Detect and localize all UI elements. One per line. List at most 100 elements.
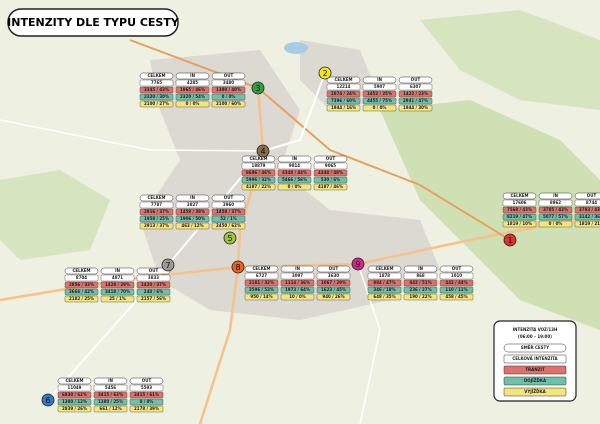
- cell-box: [403, 293, 438, 301]
- cell-value: 3142 / 36%: [579, 214, 600, 219]
- cell-value: 2320 / 54%: [180, 94, 205, 99]
- cell-value: 0 / 0%: [140, 399, 154, 404]
- column-header-box: [277, 155, 312, 163]
- cell-value: 1623 / 45%: [321, 287, 346, 292]
- cell-value: 1906 / 50%: [180, 216, 205, 221]
- cell-value: 1380 / 25%: [98, 399, 123, 404]
- cell-value: 5466 / 56%: [282, 177, 307, 182]
- cell-box: [502, 220, 537, 228]
- cell-value: 0 / 0%: [186, 101, 200, 106]
- column-header: CELKEM: [65, 378, 83, 383]
- cell-box: [93, 391, 128, 399]
- cell-value: 11049: [68, 385, 82, 390]
- legend-label: DOJÍŽĎKA: [524, 378, 547, 383]
- column-header: IN: [115, 268, 120, 273]
- cell-box: [100, 274, 135, 282]
- cell-value: 1819 / 21%: [579, 221, 600, 226]
- cell-value: 1958 / 25%: [144, 216, 169, 221]
- cell-box: [241, 183, 276, 191]
- cell-value: 6727: [256, 273, 267, 278]
- cell-value: 1380 / 12%: [62, 399, 87, 404]
- cell-box: [64, 288, 99, 296]
- cell-value: 18879: [252, 163, 266, 168]
- cell-box: [175, 215, 210, 223]
- cell-box: [100, 281, 135, 289]
- cell-value: 0 / 0%: [549, 221, 563, 226]
- cell-value: 5907: [374, 84, 385, 89]
- legend-subtitle: (06:00 – 19:00): [518, 334, 552, 339]
- point-marker: [223, 231, 237, 245]
- cell-box: [64, 295, 99, 303]
- column-header: IN: [108, 378, 113, 383]
- cell-box: [175, 201, 210, 209]
- count-point: CELKEM IN OUT 8704 4871 3833 2856 / 33% 1428 / …: [64, 258, 175, 303]
- cell-box: [129, 405, 164, 413]
- column-header: IN: [190, 73, 195, 78]
- cell-box: [313, 176, 348, 184]
- column-header: IN: [295, 266, 300, 271]
- cell-value: 4348 / 44%: [282, 170, 307, 175]
- cell-box: [129, 398, 164, 406]
- column-header-box: [244, 265, 279, 273]
- column-header-box: [139, 194, 174, 202]
- cell-value: 0 / 0%: [222, 94, 236, 99]
- cell-box: [175, 222, 210, 230]
- point-marker: [503, 233, 517, 247]
- cell-value: 2941 / 47%: [403, 98, 428, 103]
- cell-box: [574, 213, 600, 221]
- cell-box: [326, 90, 361, 98]
- cell-value: 6830 / 62%: [62, 392, 87, 397]
- cell-box: [313, 162, 348, 170]
- cell-value: 10 / 0%: [289, 294, 306, 299]
- column-header-box: [175, 72, 210, 80]
- title-box: INTENZITY DLE TYPU CESTY: [7, 8, 180, 37]
- point-marker: [41, 393, 55, 407]
- cell-value: 1010: [451, 273, 462, 278]
- cell-box: [241, 176, 276, 184]
- count-point: CELKEM IN OUT 7787 3827 3960 2916 / 37% 1458 / …: [139, 194, 246, 245]
- legend-swatch: [503, 387, 567, 397]
- cell-box: [175, 93, 210, 101]
- cell-box: [277, 176, 312, 184]
- cell-box: [362, 104, 397, 112]
- cell-box: [398, 97, 433, 105]
- cell-value: 12214: [337, 84, 351, 89]
- column-header: OUT: [326, 156, 336, 161]
- cell-value: 17606: [513, 200, 527, 205]
- cell-value: 3833: [148, 275, 159, 280]
- point-marker: [231, 260, 245, 274]
- count-point: CELKEM IN OUT 17606 8862 8744 7568 / 43% 3785 /…: [502, 192, 600, 247]
- cell-box: [398, 83, 433, 91]
- cell-value: 2182 / 25%: [69, 296, 94, 301]
- column-header: OUT: [224, 195, 234, 200]
- cell-box: [244, 279, 279, 287]
- legend-label: TRANZIT: [525, 367, 545, 372]
- point-number: 9: [355, 260, 360, 269]
- cell-box: [175, 79, 210, 87]
- cell-box: [538, 206, 573, 214]
- column-header-box: [280, 265, 315, 273]
- cell-box: [93, 384, 128, 392]
- cell-box: [129, 391, 164, 399]
- cell-value: 5996 / 32%: [246, 177, 271, 182]
- cell-box: [326, 97, 361, 105]
- cell-value: 25 / 1%: [109, 296, 126, 301]
- cell-box: [93, 398, 128, 406]
- column-header: CELKEM: [334, 77, 352, 82]
- cell-box: [64, 281, 99, 289]
- cell-value: 0 / 0%: [288, 184, 302, 189]
- column-header: CELKEM: [147, 73, 165, 78]
- cell-box: [139, 208, 174, 216]
- count-point: CELKEM IN OUT 6727 3097 3630 2181 / 32% 1114 / …: [231, 260, 351, 301]
- cell-box: [136, 281, 171, 289]
- cell-value: 3783 / 43%: [579, 207, 600, 212]
- cell-box: [403, 272, 438, 280]
- cell-value: 4285: [187, 80, 198, 85]
- roads: [0, 39, 600, 424]
- cell-value: 442 / 44%: [445, 280, 467, 285]
- cell-value: 1819 / 10%: [507, 221, 532, 226]
- column-header: OUT: [411, 77, 421, 82]
- cell-box: [313, 169, 348, 177]
- cell-box: [403, 279, 438, 287]
- cell-value: 8862: [550, 200, 561, 205]
